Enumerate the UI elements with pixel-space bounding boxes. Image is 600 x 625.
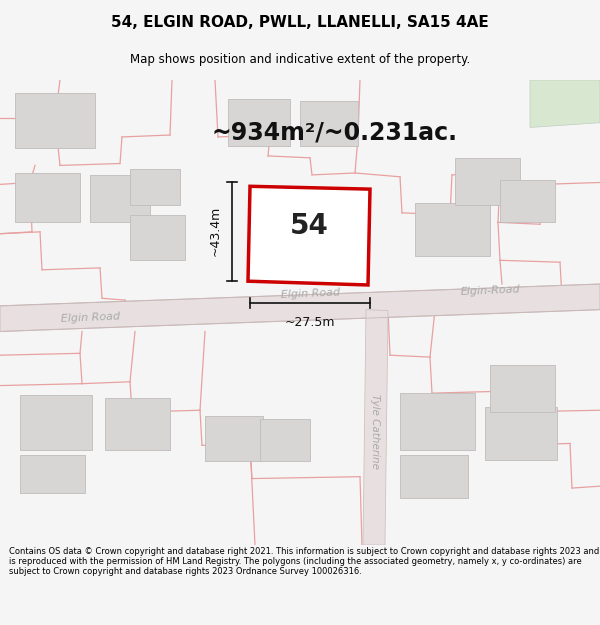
Text: ~43.4m: ~43.4m: [209, 206, 222, 256]
Polygon shape: [0, 284, 600, 331]
Text: Elgin Road: Elgin Road: [280, 288, 340, 300]
Polygon shape: [248, 186, 370, 285]
Bar: [300, 101, 358, 146]
Bar: [415, 203, 490, 256]
Bar: [15, 173, 80, 222]
Text: Tyle Catherine: Tyle Catherine: [370, 394, 380, 469]
Bar: [20, 395, 92, 450]
Text: 54: 54: [290, 212, 328, 239]
Text: 54, ELGIN ROAD, PWLL, LLANELLI, SA15 4AE: 54, ELGIN ROAD, PWLL, LLANELLI, SA15 4AE: [111, 15, 489, 30]
Bar: [485, 408, 557, 459]
Bar: [130, 169, 180, 205]
Text: ~934m²/~0.231ac.: ~934m²/~0.231ac.: [212, 120, 458, 144]
Text: ~27.5m: ~27.5m: [285, 316, 335, 329]
Bar: [400, 455, 468, 498]
Bar: [228, 99, 290, 146]
Bar: [490, 365, 555, 412]
Text: Elgin Road: Elgin Road: [60, 311, 120, 324]
Bar: [205, 416, 263, 461]
Bar: [500, 179, 555, 222]
Bar: [90, 175, 150, 222]
Polygon shape: [530, 80, 600, 128]
Bar: [130, 215, 185, 260]
Bar: [455, 158, 520, 205]
Bar: [15, 93, 95, 148]
Bar: [260, 419, 310, 461]
Text: Contains OS data © Crown copyright and database right 2021. This information is : Contains OS data © Crown copyright and d…: [9, 547, 599, 576]
Polygon shape: [363, 309, 388, 545]
Text: Elgin-Road: Elgin-Road: [460, 284, 520, 297]
Text: Map shows position and indicative extent of the property.: Map shows position and indicative extent…: [130, 54, 470, 66]
Bar: [105, 398, 170, 450]
Bar: [20, 455, 85, 493]
Bar: [400, 393, 475, 450]
